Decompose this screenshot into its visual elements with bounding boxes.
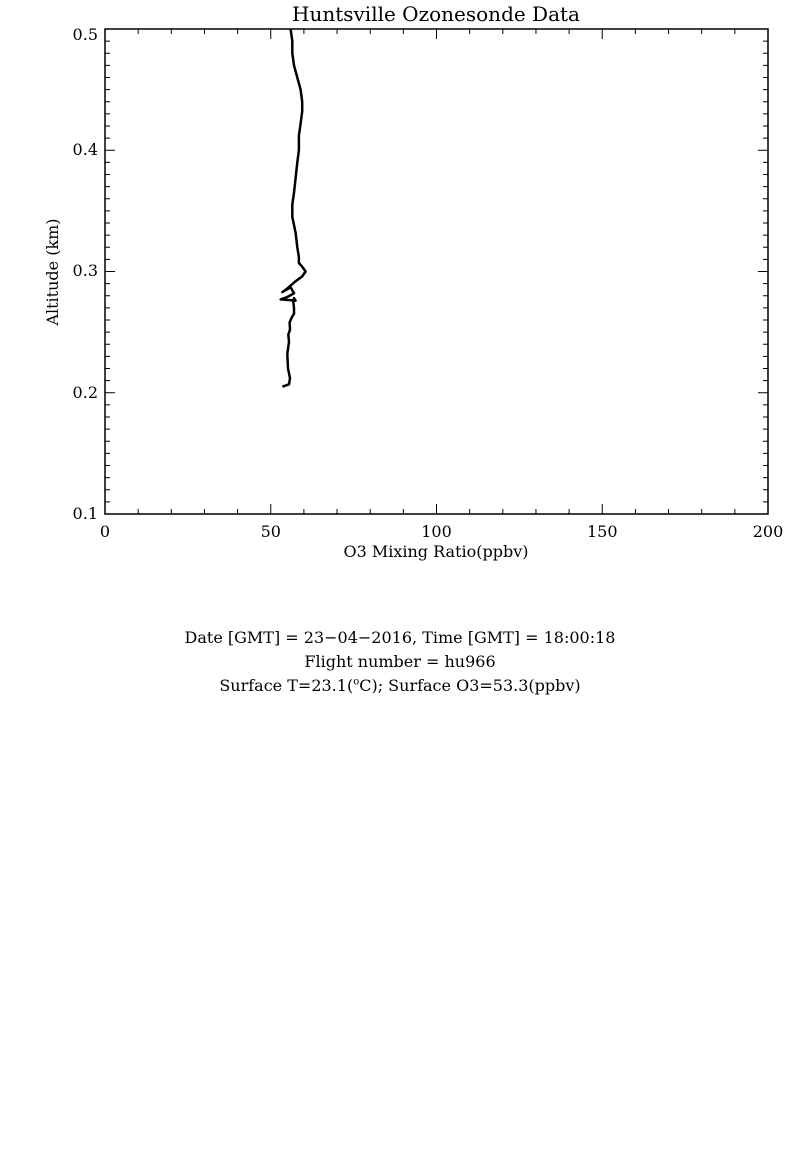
- x-tick-label-4: 200: [753, 522, 784, 541]
- surface-values-line: Surface T=23.1(oC); Surface O3=53.3(ppbv…: [219, 676, 581, 695]
- x-major-ticks: [104, 29, 769, 514]
- y-axis-label: Altitude (km): [43, 218, 62, 326]
- date-time-line: Date [GMT] = 23−04−2016, Time [GMT] = 18…: [184, 628, 616, 647]
- ozonesonde-chart: Huntsville Ozonesonde Data 0 50 100 150 …: [43, 2, 784, 561]
- y-tick-label-0: 0.1: [73, 504, 98, 523]
- y-tick-label-1: 0.2: [73, 383, 98, 402]
- x-minor-ticks: [137, 29, 736, 514]
- flight-info: Date [GMT] = 23−04−2016, Time [GMT] = 18…: [0, 626, 800, 698]
- x-tick-label-3: 150: [587, 522, 618, 541]
- chart-title: Huntsville Ozonesonde Data: [292, 2, 580, 26]
- y-minor-ticks: [105, 40, 768, 503]
- flight-number-line: Flight number = hu966: [304, 652, 496, 671]
- x-tick-label-1: 50: [261, 522, 281, 541]
- plot-frame: [104, 28, 769, 515]
- x-tick-label-0: 0: [100, 522, 110, 541]
- ozone-profile-line: [279, 28, 307, 388]
- y-tick-label-4: 0.5: [73, 25, 98, 44]
- y-major-ticks: [105, 28, 768, 515]
- x-tick-label-2: 100: [421, 522, 452, 541]
- y-tick-label-3: 0.4: [73, 140, 98, 159]
- x-axis-label: O3 Mixing Ratio(ppbv): [343, 542, 528, 561]
- y-tick-label-2: 0.3: [73, 261, 98, 280]
